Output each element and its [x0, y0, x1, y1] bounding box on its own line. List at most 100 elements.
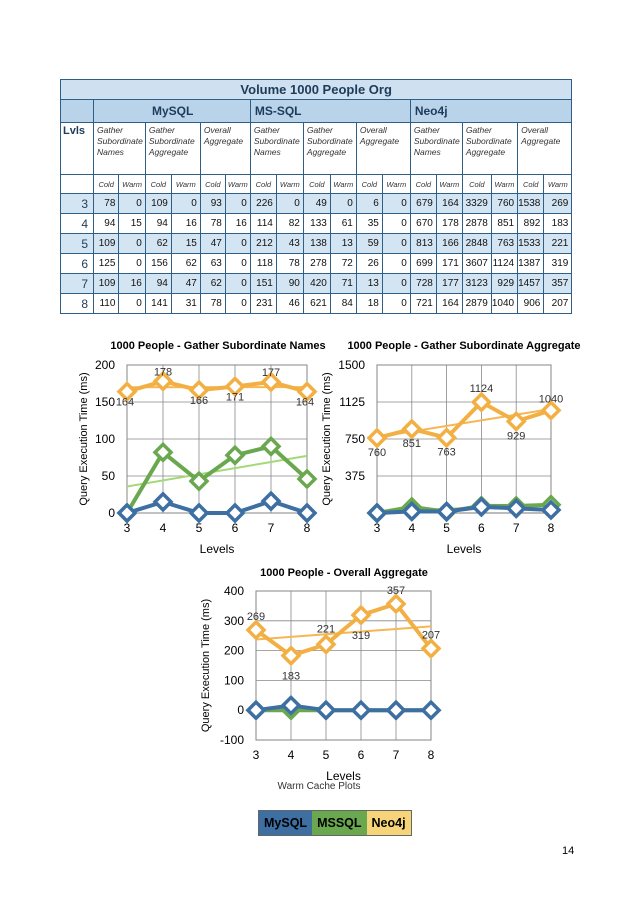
value-cell: 31	[170, 293, 201, 314]
op-header: Overall Aggregate	[517, 122, 573, 175]
value-cell: 78	[199, 293, 226, 314]
value-cell: 0	[118, 193, 146, 214]
level-cell: 4	[60, 213, 94, 234]
data-point	[385, 593, 407, 615]
value-cell: 63	[199, 253, 226, 274]
x-tick-label: 8	[548, 521, 555, 535]
value-cell: 138	[302, 233, 331, 254]
value-cell: 90	[275, 273, 304, 294]
value-cell: 59	[355, 233, 383, 254]
cold-header: Cold	[92, 174, 120, 194]
value-cell: 621	[302, 293, 331, 314]
data-point	[350, 699, 372, 721]
x-tick-label: 3	[374, 521, 381, 535]
data-point	[470, 391, 492, 413]
warm-header: Warm	[435, 174, 463, 194]
x-axis-label: Levels	[326, 769, 361, 783]
data-label: 183	[282, 671, 300, 683]
data-point	[280, 694, 302, 716]
data-point	[366, 502, 388, 524]
op-header: Overall Aggregate	[199, 122, 251, 175]
value-cell: 94	[92, 213, 120, 234]
data-point	[245, 619, 267, 641]
data-point	[188, 470, 210, 492]
data-point	[260, 435, 282, 457]
chart-1: 1000 People - Gather Subordinate Names 0 5…	[78, 340, 326, 556]
value-cell: 109	[92, 233, 120, 254]
x-tick-label: 5	[196, 521, 203, 535]
data-point	[401, 500, 423, 522]
value-cell: 319	[543, 253, 573, 274]
y-tick-label: 1500	[338, 358, 365, 372]
value-cell: 221	[543, 233, 573, 254]
data-point	[505, 410, 527, 432]
value-cell: 62	[170, 253, 201, 274]
data-point	[296, 502, 318, 524]
value-cell: 109	[92, 273, 120, 294]
value-cell: 177	[435, 273, 463, 294]
x-tick-label: 6	[358, 748, 365, 762]
cold-header: Cold	[199, 174, 226, 194]
y-tick-label: 0	[237, 703, 244, 717]
value-cell: 16	[170, 213, 201, 234]
value-cell: 3123	[461, 273, 492, 294]
y-tick-label: 300	[224, 614, 244, 628]
value-cell: 46	[275, 293, 304, 314]
data-label: 851	[403, 438, 421, 450]
value-cell: 728	[409, 273, 437, 294]
chart-3: 1000 People - Overall Aggregate -100 0 100 2…	[200, 567, 442, 783]
data-point	[540, 499, 562, 521]
value-cell: 760	[490, 193, 519, 214]
value-cell: 61	[329, 213, 357, 234]
value-cell: 26	[355, 253, 383, 274]
data-point	[420, 699, 442, 721]
value-cell: 13	[329, 233, 357, 254]
data-point	[260, 371, 282, 393]
data-point	[296, 468, 318, 490]
data-label: 929	[507, 430, 525, 442]
table-row: 3 78 0 109 0 93 0 226 0 49 0 6 0 679 164 3329 760 1538 269	[60, 193, 573, 214]
lvls-header: Lvls	[60, 122, 94, 175]
value-cell: 164	[435, 193, 463, 214]
value-cell: 0	[118, 233, 146, 254]
plot-frame	[255, 590, 432, 741]
y-axis-label: Query Execution Time (ms)	[78, 372, 90, 505]
y-tick-label: 200	[224, 644, 244, 658]
db-header-mssql: MS-SQL	[249, 99, 411, 123]
data-point	[505, 497, 527, 519]
value-cell: 78	[92, 193, 120, 214]
value-cell: 141	[144, 293, 172, 314]
trendline	[126, 454, 308, 488]
table-title: Volume 1000 People Org	[59, 79, 573, 100]
data-point	[188, 379, 210, 401]
op-header: Gather Subordinate Names	[249, 122, 304, 175]
op-header: Gather Subordinate Aggregate	[461, 122, 519, 175]
value-cell: 16	[118, 273, 146, 294]
value-cell: 0	[118, 293, 146, 314]
value-cell: 0	[381, 193, 411, 214]
data-label: 221	[317, 623, 335, 635]
table-row: 8 110 0 141 31 78 0 231 46 621 84 18 0 721 164 2879 1040…	[60, 293, 573, 314]
data-label: 164	[116, 397, 134, 409]
data-point	[224, 502, 246, 524]
results-table: Volume 1000 People Org MySQL MS-SQL Neo4…	[59, 79, 573, 314]
value-cell: 0	[224, 193, 251, 214]
level-cell: 8	[60, 293, 94, 314]
data-label: 763	[437, 447, 455, 459]
data-point	[280, 645, 302, 667]
data-point	[420, 638, 442, 659]
data-point	[315, 699, 337, 721]
x-tick-label: 6	[478, 521, 485, 535]
cold-header: Cold	[461, 174, 492, 194]
value-cell: 670	[409, 213, 437, 234]
value-cell: 93	[199, 193, 226, 214]
value-cell: 207	[543, 293, 573, 314]
legend-mysql: MySQL	[259, 811, 313, 835]
value-cell: 15	[118, 213, 146, 234]
value-cell: 679	[409, 193, 437, 214]
charts-caption: Warm Cache Plots	[277, 781, 361, 792]
data-point	[401, 418, 423, 440]
data-point	[152, 441, 174, 463]
value-cell: 721	[409, 293, 437, 314]
data-label: 1040	[539, 393, 563, 405]
